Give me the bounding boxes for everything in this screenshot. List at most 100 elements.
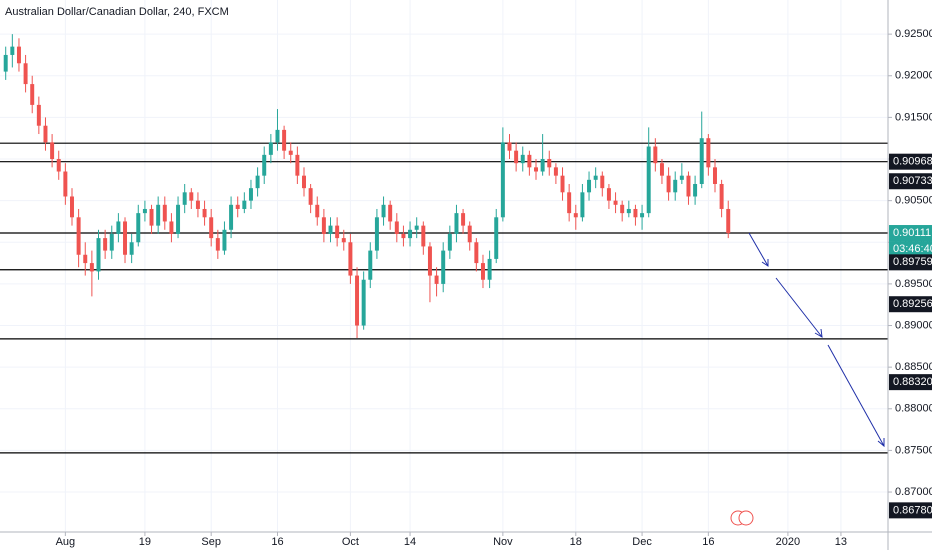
candle-body	[56, 159, 61, 172]
candle-body	[308, 188, 313, 205]
candle-body	[195, 200, 200, 209]
candle-body	[653, 146, 658, 164]
candle-body	[480, 263, 485, 280]
candle-body	[520, 154, 525, 164]
candle-body	[202, 208, 207, 218]
candle-body	[321, 217, 326, 234]
candle-body	[209, 217, 214, 239]
candle-body	[673, 179, 678, 193]
price-label-box	[889, 502, 932, 519]
candle-body	[587, 179, 592, 193]
candle-body	[613, 200, 618, 205]
candle-body	[712, 167, 717, 184]
candle-body	[620, 204, 625, 214]
candle-body	[189, 192, 194, 201]
candle-body	[368, 250, 373, 280]
candle-body	[50, 142, 55, 160]
grid	[0, 0, 888, 532]
y-tick-label: 0.92500	[895, 28, 932, 40]
candle-body	[30, 84, 35, 105]
y-tick-label: 0.92000	[895, 70, 932, 82]
candle-body	[83, 254, 88, 264]
x-tick-label: Dec	[632, 536, 652, 548]
candle-body	[70, 196, 74, 218]
candle-body	[699, 138, 704, 184]
candle-body	[394, 221, 399, 234]
candle-body	[381, 204, 386, 218]
x-tick-label: Aug	[56, 536, 76, 548]
chart-title: Australian Dollar/Canadian Dollar, 240, …	[5, 6, 229, 18]
candle-body	[573, 213, 578, 218]
candle-body	[268, 142, 273, 155]
candle-body	[103, 238, 108, 251]
candle-body	[719, 183, 724, 209]
y-tick-label: 0.88000	[895, 403, 932, 415]
price-label-box	[889, 153, 932, 170]
x-tick-label: Sep	[201, 536, 221, 548]
price-label-box	[889, 225, 932, 242]
arrow	[775, 277, 823, 338]
candle-body	[401, 233, 406, 239]
candle-body	[156, 204, 161, 226]
candle-body	[527, 154, 532, 168]
candle-body	[427, 246, 432, 276]
candle-body	[500, 142, 505, 218]
price-label-box	[889, 254, 932, 271]
candle-body	[315, 204, 320, 218]
candle-body	[10, 46, 15, 55]
price-axis	[888, 0, 932, 550]
candle-body	[679, 175, 684, 180]
candle-body	[176, 204, 181, 234]
candle-body	[129, 242, 134, 255]
x-tick-label: 19	[139, 536, 151, 548]
candle-body	[726, 208, 731, 234]
candle-body	[693, 183, 698, 197]
price-label: 0.90968	[893, 156, 932, 168]
candles	[3, 34, 731, 339]
countdown-box	[889, 241, 932, 258]
candle-body	[16, 46, 21, 64]
candle-body	[242, 200, 247, 209]
candle-body	[606, 188, 611, 201]
event-icons[interactable]	[730, 510, 754, 526]
candle-body	[361, 279, 366, 326]
x-tick-label: 16	[702, 536, 714, 548]
candle-body	[136, 213, 141, 243]
candle-body	[3, 54, 8, 72]
candle-body	[507, 142, 512, 151]
x-tick-label: 14	[404, 536, 416, 548]
candle-body	[222, 229, 227, 251]
price-label-box	[889, 296, 932, 313]
y-tick-label: 0.89500	[895, 278, 932, 290]
price-label: 0.89256	[893, 298, 932, 310]
candle-body	[626, 208, 631, 214]
candle-body	[567, 192, 572, 214]
candle-body	[76, 217, 81, 255]
price-label: 0.89759	[893, 256, 932, 268]
candle-body	[646, 146, 651, 214]
y-tick-label: 0.87500	[895, 444, 932, 456]
candle-body	[686, 175, 691, 197]
candle-body	[275, 129, 280, 143]
candle-body	[494, 217, 499, 259]
candle-body	[553, 167, 558, 176]
arrow-head	[761, 259, 769, 267]
x-tick-label: 2020	[776, 536, 800, 548]
candle-body	[447, 233, 452, 251]
candle-body	[169, 221, 174, 234]
candle-body	[248, 188, 253, 201]
candle-body	[348, 242, 353, 276]
candle-body	[215, 238, 220, 251]
candle-body	[414, 225, 419, 230]
candle-body	[659, 163, 664, 176]
candle-body	[142, 208, 147, 214]
candle-body	[580, 192, 585, 218]
event-icon[interactable]	[738, 510, 754, 526]
candle-body	[600, 175, 605, 189]
candle-body	[288, 150, 293, 155]
y-tick-label: 0.88500	[895, 361, 932, 373]
candle-body	[374, 217, 379, 251]
candle-body	[89, 263, 94, 272]
candle-body	[355, 275, 360, 326]
